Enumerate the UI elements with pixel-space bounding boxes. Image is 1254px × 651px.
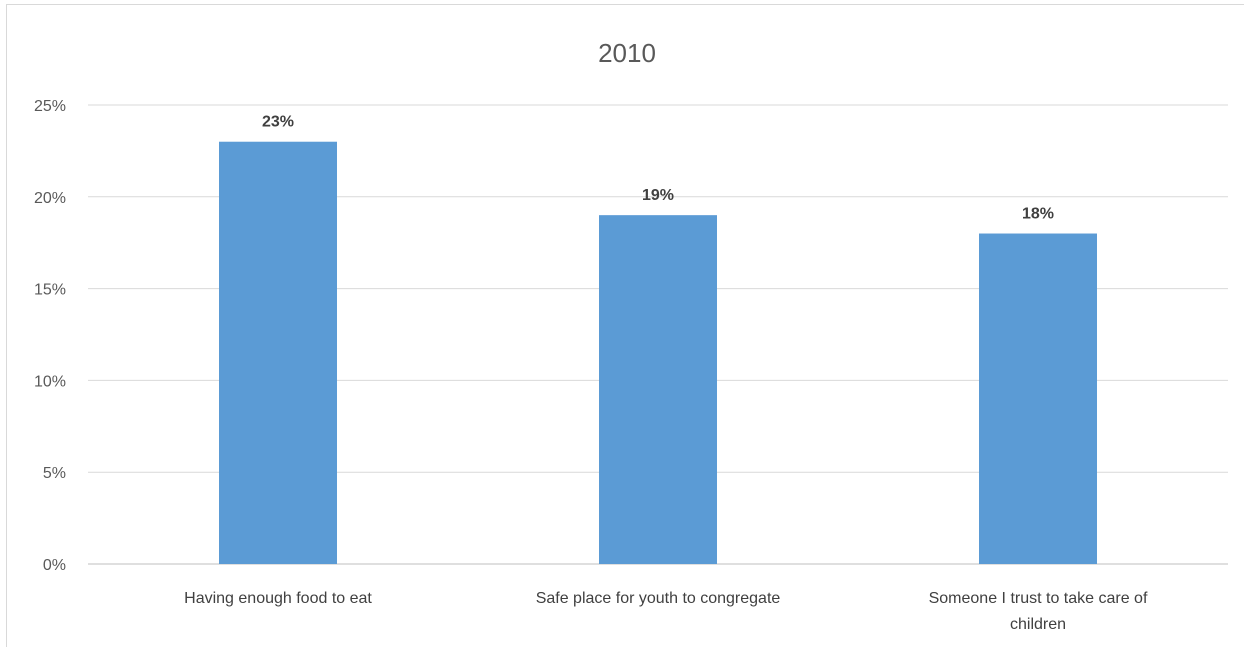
- category-label: Having enough food to eat: [184, 590, 372, 607]
- y-tick-label: 0%: [43, 557, 66, 574]
- data-label: 23%: [262, 114, 294, 131]
- bar: [979, 233, 1097, 564]
- bar: [219, 141, 337, 564]
- category-label: Someone I trust to take care of children: [929, 590, 1148, 633]
- chart-title: 2010: [598, 38, 656, 68]
- bar: [599, 215, 717, 564]
- data-label: 19%: [642, 187, 674, 204]
- data-labels: 23% 19% 18%: [262, 114, 1054, 223]
- y-tick-label: 25%: [34, 98, 66, 115]
- data-label: 18%: [1022, 206, 1054, 223]
- bars: [219, 141, 1097, 564]
- y-axis-ticks: 0% 5% 10% 15% 20% 25%: [34, 98, 66, 574]
- chart-frame: [6, 4, 1244, 647]
- y-tick-label: 10%: [34, 373, 66, 390]
- y-tick-label: 15%: [34, 282, 66, 299]
- y-tick-label: 20%: [34, 190, 66, 207]
- category-label: Safe place for youth to congregate: [536, 590, 781, 607]
- y-tick-label: 5%: [43, 465, 66, 482]
- x-axis-categories: Having enough food to eat Safe place for …: [184, 590, 1148, 633]
